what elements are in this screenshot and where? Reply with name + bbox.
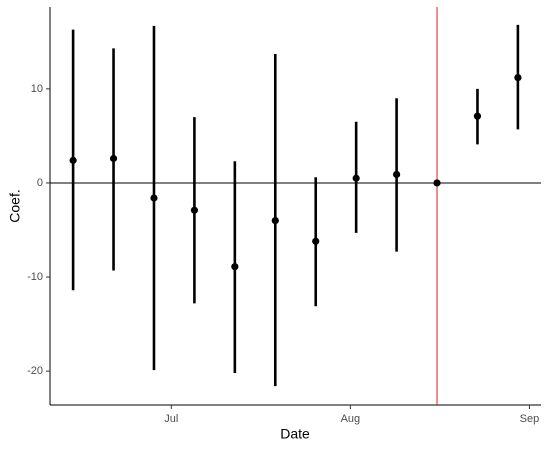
point: [109, 154, 118, 163]
point: [392, 170, 401, 179]
x-tick-label: Jul: [164, 413, 178, 425]
x-tick-label: Sep: [520, 413, 540, 425]
point: [271, 216, 279, 225]
point: [473, 112, 482, 120]
y-tick-label: -10: [27, 271, 43, 283]
y-tick-label: 0: [37, 177, 43, 189]
point: [312, 237, 320, 245]
point: [352, 174, 360, 182]
point: [433, 179, 441, 187]
y-tick-label: -20: [27, 365, 43, 377]
x-axis-title: Date: [280, 426, 310, 442]
point: [69, 156, 77, 164]
point: [231, 263, 239, 271]
x-tick-label: Aug: [341, 413, 361, 425]
point: [190, 206, 199, 214]
y-tick-label: 10: [31, 83, 43, 95]
point: [514, 73, 522, 82]
y-axis-title: Coef.: [7, 189, 23, 222]
point: [150, 194, 158, 202]
